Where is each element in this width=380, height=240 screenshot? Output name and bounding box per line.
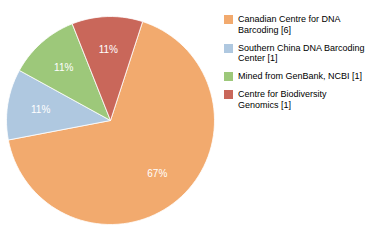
svg-text:11%: 11%	[54, 62, 73, 73]
html-text:Centre for Biodiversity Genomi: Centre for Biodiversity Genomics [1]	[238, 89, 327, 110]
html-text:Mined from GenBank, NCBI [1]: Mined from GenBank, NCBI [1]	[238, 71, 363, 82]
html-text:Canadian Centre for DNA Barcod: Canadian Centre for DNA Barcoding [6]	[238, 14, 341, 35]
svg-text:11%: 11%	[31, 104, 50, 115]
svg-text:67%: 67%	[147, 168, 167, 179]
html-text:Southern China DNA Barcoding C: Southern China DNA Barcoding Center [1]	[238, 42, 365, 64]
svg-text:11%: 11%	[99, 44, 118, 55]
